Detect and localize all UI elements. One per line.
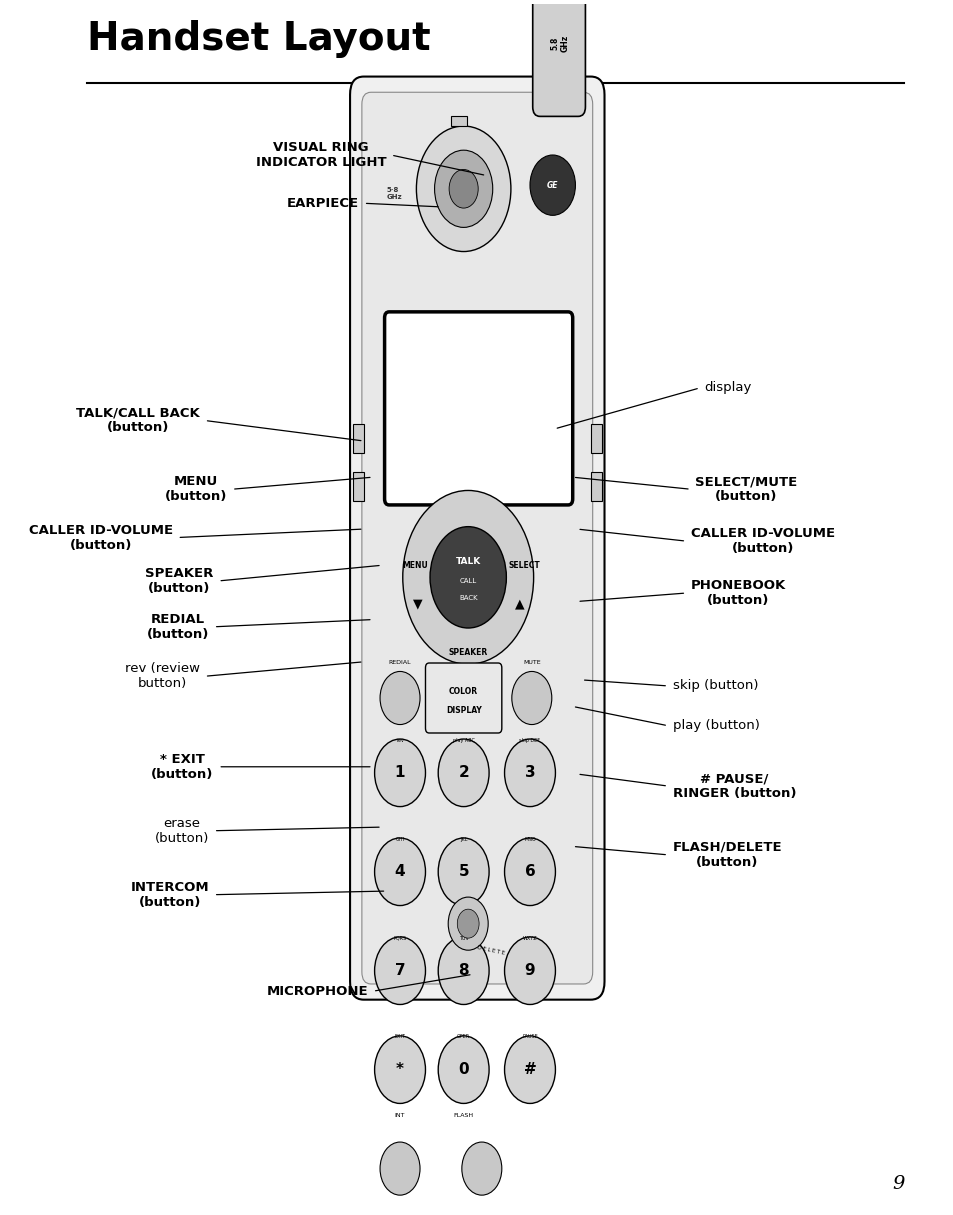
Text: SPEAKER
(button): SPEAKER (button) [145, 567, 213, 595]
Text: 5.8
GHz: 5.8 GHz [550, 35, 569, 52]
Text: SELECT/MUTE
(button): SELECT/MUTE (button) [695, 475, 797, 503]
Text: * EXIT
(button): * EXIT (button) [152, 753, 213, 781]
Text: VISUAL RING
INDICATOR LIGHT: VISUAL RING INDICATOR LIGHT [255, 141, 386, 169]
FancyBboxPatch shape [361, 92, 592, 984]
Text: ▲: ▲ [515, 598, 524, 610]
Text: #: # [523, 1062, 536, 1078]
Text: JKL: JKL [459, 837, 467, 842]
Circle shape [402, 491, 533, 665]
Circle shape [448, 897, 488, 950]
Text: GHI: GHI [395, 837, 404, 842]
Circle shape [511, 672, 551, 724]
Circle shape [435, 151, 492, 227]
Text: SELECT: SELECT [508, 561, 539, 570]
Text: CALLER ID-VOLUME
(button): CALLER ID-VOLUME (button) [690, 527, 834, 555]
Bar [353, 473, 363, 502]
FancyBboxPatch shape [532, 0, 585, 117]
Text: play ABC: play ABC [453, 738, 474, 742]
Circle shape [375, 838, 425, 905]
Text: CALL: CALL [459, 578, 476, 584]
Text: REDIAL
(button): REDIAL (button) [147, 612, 209, 640]
FancyBboxPatch shape [350, 77, 604, 1000]
Text: REDIAL: REDIAL [388, 661, 411, 666]
Text: 8: 8 [457, 963, 469, 978]
Text: 9: 9 [891, 1175, 903, 1193]
Text: WXYZ: WXYZ [522, 936, 537, 940]
Text: MENU
(button): MENU (button) [165, 475, 227, 503]
Circle shape [437, 937, 489, 1005]
Text: INT: INT [395, 1113, 405, 1118]
Text: GE: GE [546, 181, 558, 190]
Text: OPER: OPER [456, 1034, 470, 1040]
Text: DISPLAY: DISPLAY [445, 706, 481, 714]
Text: 5: 5 [457, 864, 469, 880]
Circle shape [530, 156, 575, 215]
Circle shape [504, 838, 555, 905]
Text: erase
(button): erase (button) [154, 816, 209, 844]
Text: play (button): play (button) [672, 719, 759, 733]
Circle shape [461, 1142, 501, 1196]
FancyBboxPatch shape [425, 663, 501, 733]
Text: D E L E T E: D E L E T E [476, 945, 504, 956]
Text: 4: 4 [395, 864, 405, 880]
Text: 2: 2 [457, 765, 469, 780]
Text: PQRS: PQRS [393, 936, 406, 940]
Text: MNO: MNO [523, 837, 536, 842]
Text: FLASH/DELETE
(button): FLASH/DELETE (button) [672, 841, 781, 869]
Bar [451, 117, 467, 126]
Text: EARPIECE: EARPIECE [287, 197, 358, 210]
Text: 5·8
GHz: 5·8 GHz [386, 187, 401, 200]
Text: 7: 7 [395, 963, 405, 978]
Text: FLASH: FLASH [453, 1113, 474, 1118]
Text: PHONEBOOK
(button): PHONEBOOK (button) [690, 580, 785, 608]
Circle shape [449, 169, 477, 208]
Bar [590, 424, 601, 453]
Text: MICROPHONE: MICROPHONE [266, 984, 368, 998]
Text: D  I  G  I  T  A  L: D I G I T A L [429, 514, 507, 522]
Text: EXIT: EXIT [395, 1034, 405, 1040]
Text: ▼: ▼ [413, 598, 422, 610]
Circle shape [430, 526, 506, 628]
Text: TALK/CALL BACK
(button): TALK/CALL BACK (button) [76, 407, 200, 435]
Text: MUTE: MUTE [522, 661, 540, 666]
Text: TALK: TALK [456, 558, 480, 566]
Text: TUV: TUV [458, 936, 468, 940]
Text: # PAUSE/
RINGER (button): # PAUSE/ RINGER (button) [672, 772, 796, 801]
Bar [353, 424, 363, 453]
Text: 6: 6 [524, 864, 535, 880]
Text: SPEAKER: SPEAKER [448, 648, 487, 656]
Text: skip (button): skip (button) [672, 679, 758, 693]
Text: BACK: BACK [458, 595, 477, 601]
Circle shape [504, 1036, 555, 1103]
Text: skip DEF: skip DEF [519, 738, 540, 742]
Circle shape [437, 1036, 489, 1103]
Circle shape [437, 838, 489, 905]
Text: rev: rev [395, 738, 403, 742]
Circle shape [504, 937, 555, 1005]
Text: CALLER ID-VOLUME
(button): CALLER ID-VOLUME (button) [29, 524, 172, 552]
Text: 1: 1 [395, 765, 405, 780]
Circle shape [375, 739, 425, 807]
Text: 9: 9 [524, 963, 535, 978]
Text: MENU: MENU [402, 561, 428, 570]
Circle shape [456, 909, 478, 938]
Text: INTERCOM
(button): INTERCOM (button) [131, 881, 209, 909]
FancyBboxPatch shape [384, 312, 572, 505]
Text: rev (review
button): rev (review button) [125, 662, 200, 690]
Bar [590, 473, 601, 502]
Circle shape [416, 126, 511, 252]
Circle shape [379, 672, 419, 724]
Circle shape [504, 739, 555, 807]
Text: PAUSE: PAUSE [521, 1034, 537, 1040]
Text: display: display [703, 382, 751, 395]
Circle shape [437, 739, 489, 807]
Circle shape [375, 937, 425, 1005]
Text: 3: 3 [524, 765, 535, 780]
Text: 0: 0 [457, 1062, 469, 1078]
Text: *: * [395, 1062, 404, 1078]
Text: COLOR: COLOR [449, 688, 477, 696]
Circle shape [375, 1036, 425, 1103]
Circle shape [379, 1142, 419, 1196]
Text: Handset Layout: Handset Layout [87, 21, 430, 58]
